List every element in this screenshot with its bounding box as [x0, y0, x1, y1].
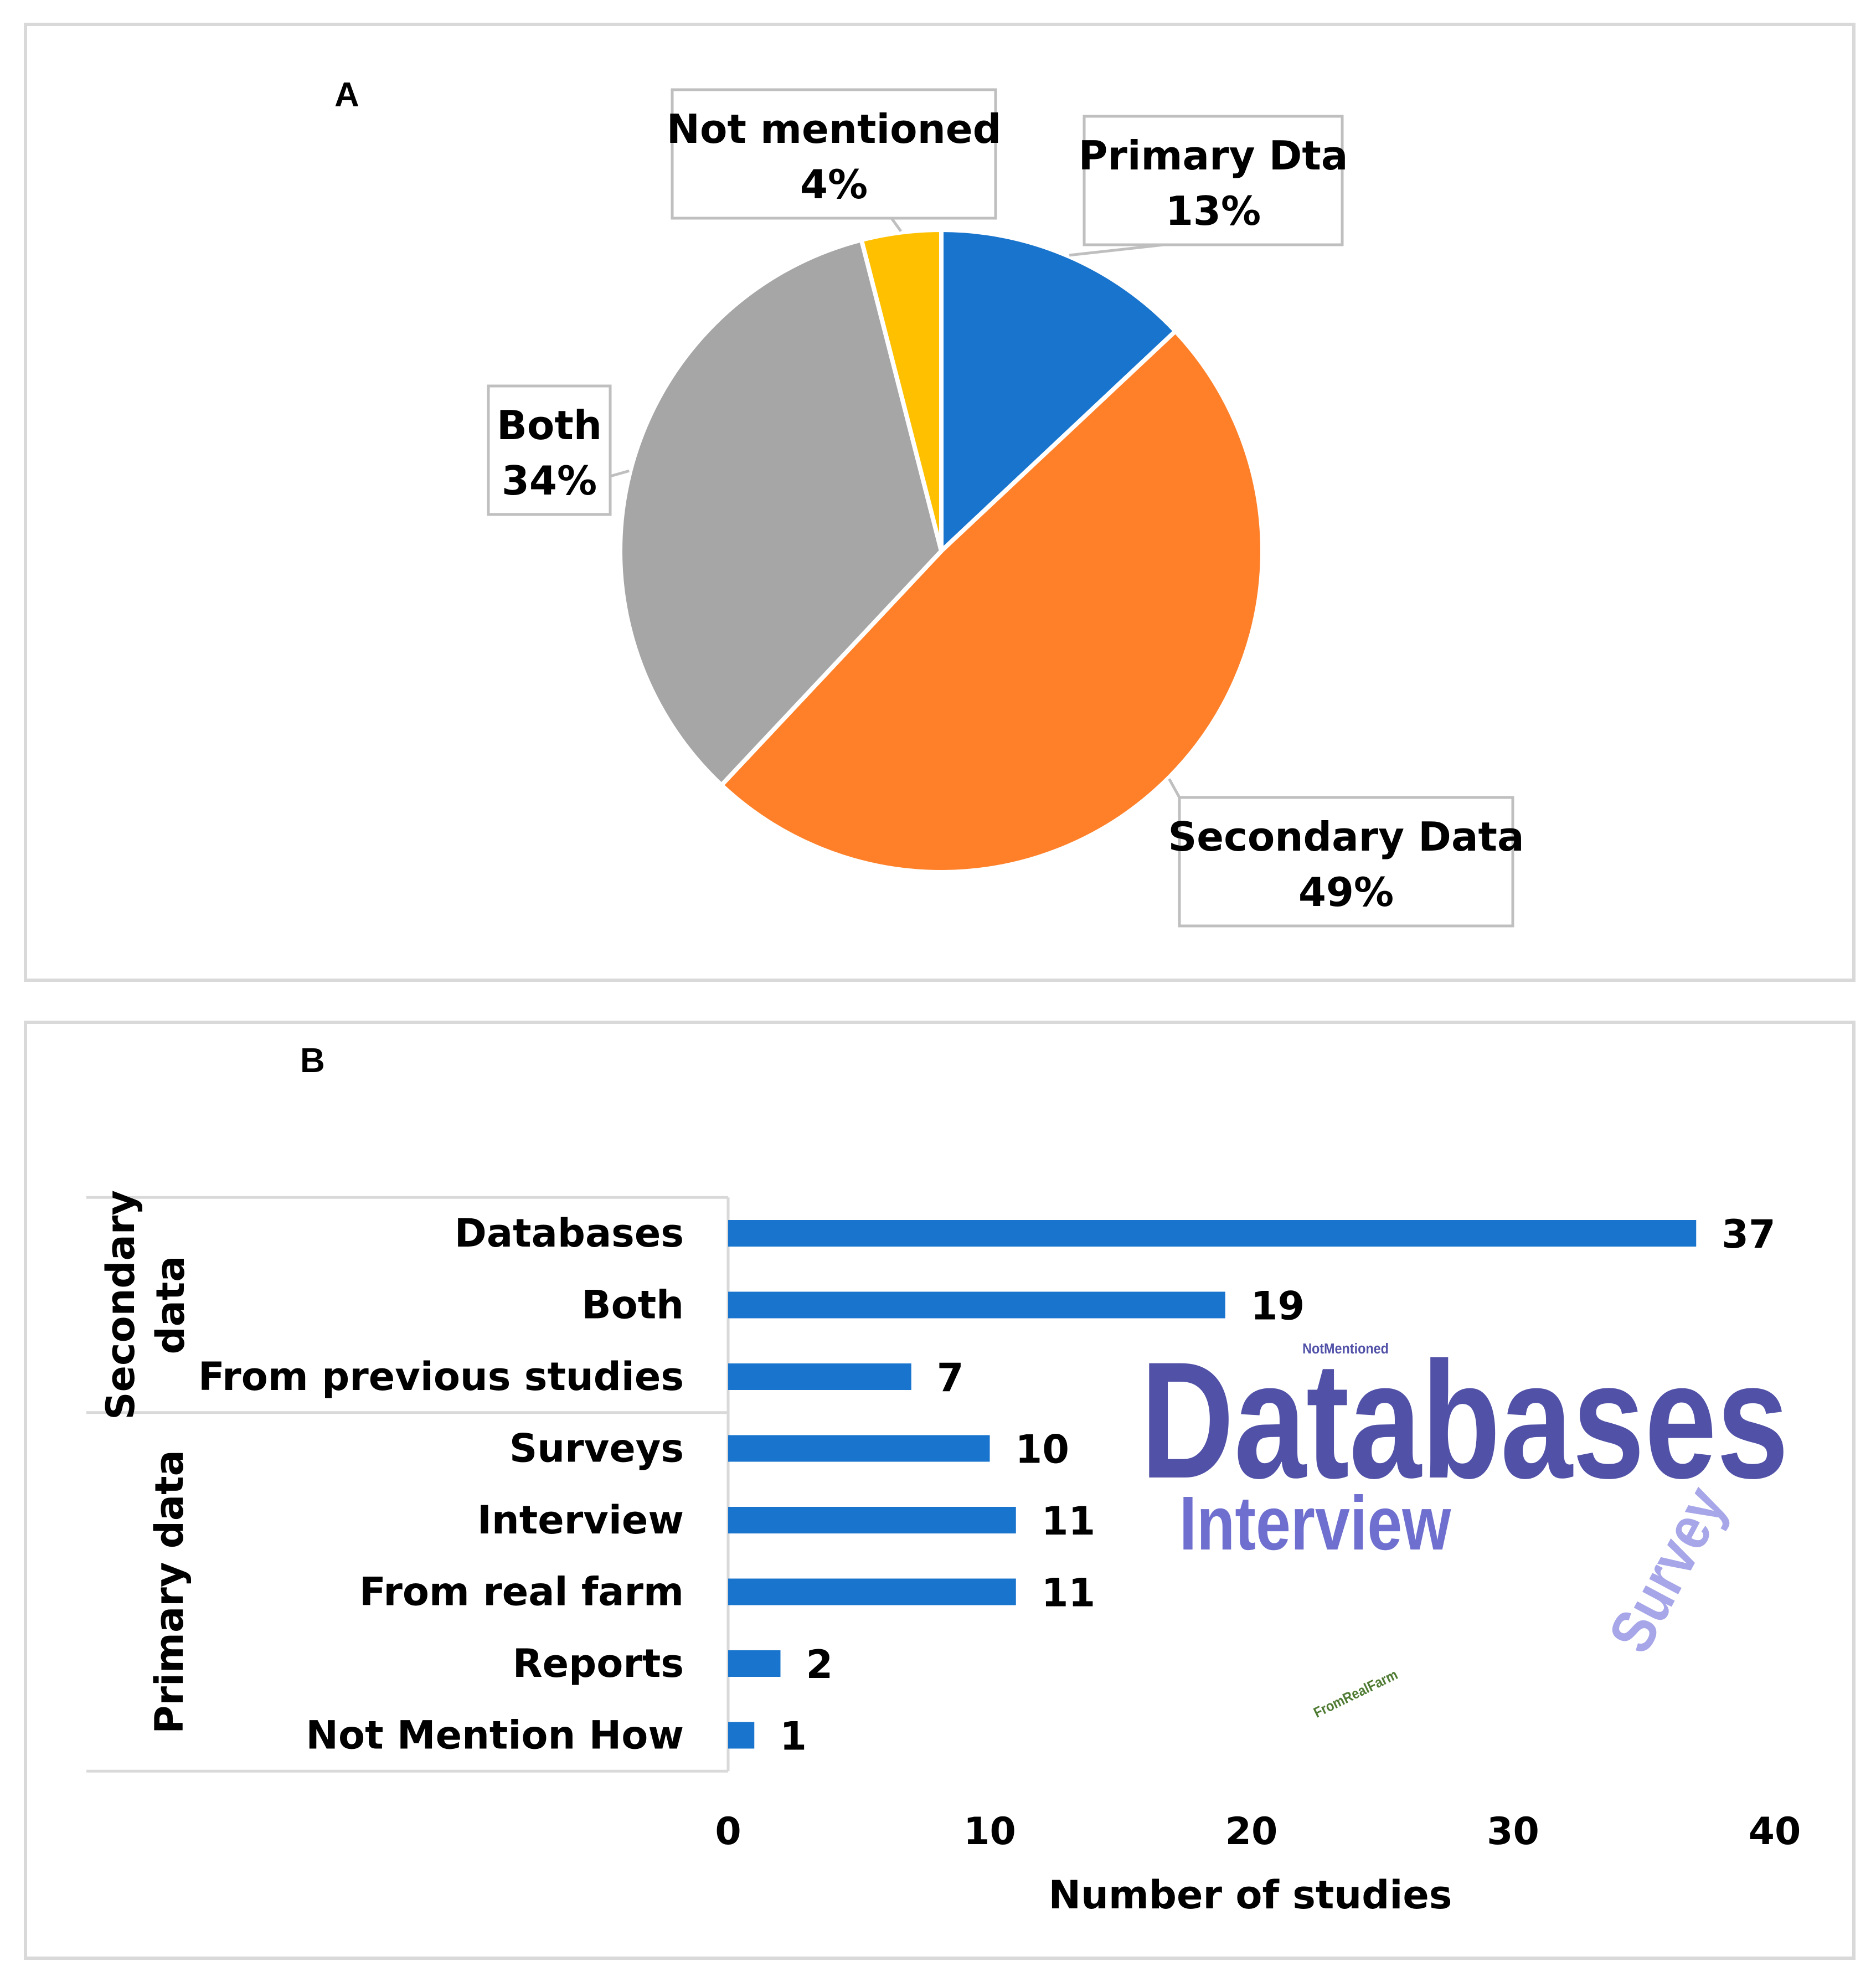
bar-reports — [728, 1650, 781, 1677]
callout-box-not-mentioned — [671, 88, 997, 220]
callout-box-primary-dta — [1083, 115, 1344, 246]
value-label-not-mention-how: 1 — [780, 1714, 807, 1759]
value-label-surveys: 10 — [1016, 1427, 1069, 1473]
callout-leader-both — [610, 469, 630, 478]
value-label-from-previous-studies: 7 — [937, 1355, 964, 1401]
x-tick-label: 10 — [963, 1810, 1016, 1854]
bar-surveys — [728, 1435, 990, 1462]
slice-label-both: Both — [497, 402, 602, 449]
pie-slice-both — [618, 238, 944, 787]
panel-b-letter: B — [300, 1042, 325, 1080]
x-tick-label: 0 — [715, 1810, 741, 1854]
value-label-reports: 2 — [806, 1642, 833, 1687]
callout-box-both — [487, 384, 612, 516]
bar-both — [728, 1291, 1225, 1319]
value-label-from-real-farm: 11 — [1042, 1571, 1095, 1616]
pie-slice-secondary-data — [719, 328, 1265, 874]
panel-a-letter: A — [334, 76, 359, 114]
bars — [728, 1220, 1697, 1749]
slice-label-secondary-data: Secondary Data — [1168, 814, 1524, 860]
bar-from-previous-studies — [728, 1363, 911, 1390]
x-tick-label: 40 — [1749, 1810, 1801, 1854]
x-axis-ticks: 0 10 20 30 40 — [715, 1810, 1801, 1854]
slice-label-primary-dta: Primary Dta — [1079, 132, 1348, 179]
pie-slice-primary-dta — [939, 228, 1178, 553]
word-cloud-interview: Interview — [1179, 1480, 1451, 1566]
slice-value-primary-dta: 13% — [1166, 188, 1261, 234]
category-label-from-previous-studies: From previous studies — [198, 1354, 684, 1399]
category-label-interview: Interview — [477, 1497, 684, 1543]
callout-leader-secondary-data — [1168, 778, 1181, 799]
bar-from-real-farm — [728, 1578, 1016, 1605]
x-axis-title: Number of studies — [1049, 1872, 1452, 1918]
callout-leader-not-mentioned — [890, 217, 903, 233]
group-label-secondary-data-line1: Secondary — [98, 1190, 143, 1420]
bar-interview — [728, 1507, 1016, 1533]
value-label-both: 19 — [1251, 1284, 1305, 1329]
slice-value-both: 34% — [502, 457, 597, 504]
category-label-surveys: Surveys — [509, 1426, 684, 1471]
group-label-primary-data: Primary data — [147, 1450, 192, 1734]
pie-callouts: Primary Dta 13% Secondary Data 49% Both 34% No… — [487, 88, 1524, 928]
x-tick-label: 20 — [1225, 1810, 1278, 1854]
callout-box-secondary-data — [1178, 796, 1514, 928]
category-label-from-real-farm: From real farm — [359, 1569, 684, 1615]
group-label-secondary-data-line2: data — [148, 1255, 193, 1354]
pie-slices — [618, 228, 1265, 874]
x-tick-label: 30 — [1487, 1810, 1539, 1854]
panel-b-frame — [24, 1021, 1856, 1960]
slice-label-not-mentioned: Not mentioned — [667, 106, 1002, 152]
category-label-not-mention-how: Not Mention How — [306, 1713, 684, 1758]
category-label-reports: Reports — [513, 1641, 684, 1686]
category-labels: Databases Both From previous studies Survey… — [198, 1211, 684, 1758]
bar-databases — [728, 1220, 1697, 1247]
group-labels: Secondary data Primary data — [98, 1190, 193, 1734]
slice-value-not-mentioned: 4% — [800, 161, 868, 208]
value-label-interview: 11 — [1042, 1499, 1095, 1544]
pie-slice-not-mentioned — [859, 228, 944, 553]
word-cloud-databases: Databases — [1141, 1327, 1789, 1513]
value-label-databases: 37 — [1722, 1212, 1775, 1257]
bar-not-mention-how — [728, 1722, 755, 1749]
category-label-both: Both — [581, 1283, 684, 1328]
slice-value-secondary-data: 49% — [1298, 869, 1394, 915]
panel-a: A Primary Dta 13% Secondary Data 49% Both 34%… — [24, 23, 1856, 982]
word-cloud-notmentioned: NotMentioned — [1302, 1341, 1389, 1357]
value-labels: 37 19 7 10 11 11 2 1 — [780, 1212, 1775, 1759]
category-label-databases: Databases — [455, 1211, 684, 1256]
